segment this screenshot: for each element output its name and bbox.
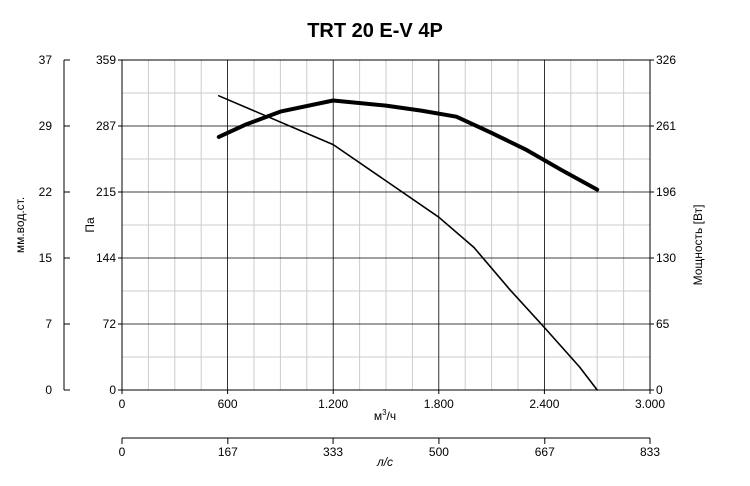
y3-tick-label: 196 — [656, 185, 676, 199]
y-tick-label: 215 — [96, 185, 116, 199]
y3-axis-label: Мощность [Вт] — [691, 205, 705, 286]
x2-axis-label: л/с — [376, 455, 393, 469]
power-curve — [216, 98, 600, 192]
y2-axis-label: мм.вод.ст. — [13, 197, 27, 253]
x-tick-label: 1.800 — [424, 397, 454, 411]
plot-area: 0 7 15 22 29 37 0 72 144 215 287 359 0 65 130 196 261 326… — [39, 53, 677, 459]
x2-tick-label: 0 — [119, 445, 126, 459]
x-tick-label: 3.000 — [635, 397, 665, 411]
plot-frame — [121, 59, 651, 391]
x2-tick-label: 333 — [323, 445, 343, 459]
y3-tick-label: 65 — [656, 317, 670, 331]
pressure-curve — [218, 95, 599, 391]
x2-tick-label: 667 — [535, 445, 555, 459]
y3-tick-label: 326 — [656, 53, 676, 67]
y2-tick-label: 37 — [39, 53, 53, 67]
y3-tick-label: 261 — [656, 119, 676, 133]
y-tick-label: 144 — [96, 251, 116, 265]
y2-tick-label: 22 — [39, 185, 53, 199]
y3-tick-label: 0 — [656, 383, 663, 397]
x2-tick-label: 833 — [640, 445, 660, 459]
x-tick-label: 1.200 — [318, 397, 348, 411]
y3-tick-label: 130 — [656, 251, 676, 265]
y-tick-label: 287 — [96, 119, 116, 133]
y-tick-label: 359 — [96, 53, 116, 67]
x2-tick-label: 167 — [218, 445, 238, 459]
y2-tick-label: 29 — [39, 119, 53, 133]
y2-tick-label: 15 — [39, 251, 53, 265]
x-axis-label: м3/ч — [374, 408, 396, 423]
y2-tick-label: 0 — [45, 383, 52, 397]
y-tick-label: 72 — [103, 317, 117, 331]
x-tick-label: 2.400 — [529, 397, 559, 411]
y-axis-label: Па — [83, 217, 97, 233]
chart-title: TRT 20 E-V 4P — [307, 20, 443, 42]
x-tick-label: 600 — [218, 397, 238, 411]
x2-tick-label: 500 — [429, 445, 449, 459]
x-tick-label: 0 — [119, 397, 126, 411]
y2-tick-label: 7 — [45, 317, 52, 331]
y-tick-label: 0 — [109, 383, 116, 397]
